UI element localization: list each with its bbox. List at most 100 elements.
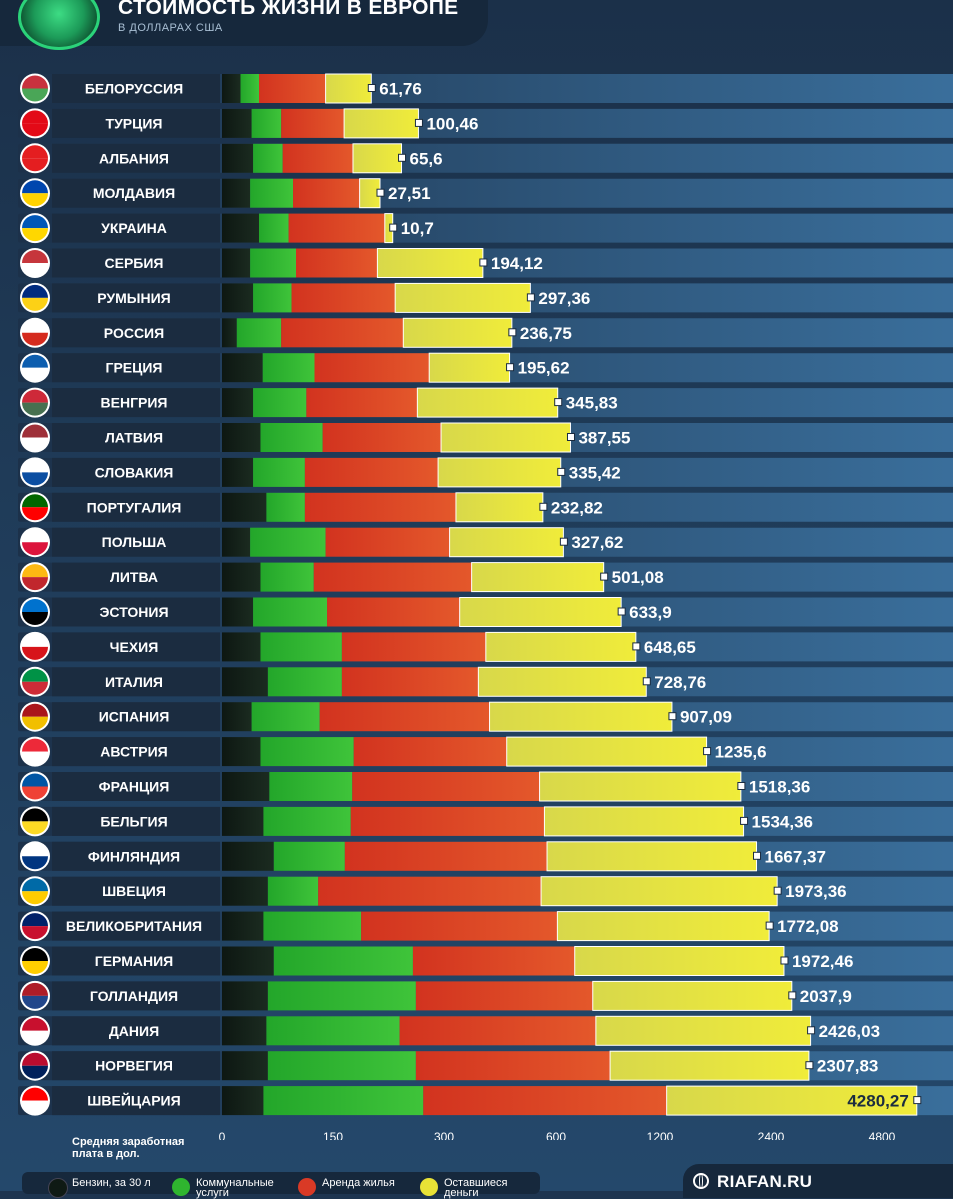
bar-segment-utilities — [266, 492, 305, 522]
bar-segment-fuel — [222, 1086, 264, 1116]
country-label-panel — [52, 318, 220, 348]
switzerland-flag-icon-top — [22, 1087, 48, 1101]
bar-segment-utilities — [260, 562, 314, 592]
czechia-flag-icon-top — [22, 633, 48, 647]
bar-segment-utilities — [253, 388, 307, 418]
russia-flag-icon-bottom — [22, 332, 48, 346]
bar-segment-utilities — [236, 318, 282, 348]
country-label: ГЕРМАНИЯ — [95, 953, 173, 969]
bar-segment-remaining — [376, 248, 484, 278]
bar-end-marker — [376, 188, 385, 197]
bar-segment-fuel — [222, 457, 254, 487]
x-tick-label: 150 — [323, 1130, 343, 1140]
serbia-flag-icon-top — [22, 250, 48, 263]
bar-end-marker — [740, 816, 749, 825]
bar-end-marker — [479, 258, 488, 267]
spain-flag-icon-bottom — [22, 716, 48, 730]
bar-segment-remaining — [471, 562, 605, 593]
bar-segment-rent — [412, 946, 575, 976]
country-label: НОРВЕГИЯ — [95, 1058, 173, 1074]
bar-segment-fuel — [222, 213, 259, 243]
bar-end-marker — [367, 84, 376, 92]
bar-segment-remaining — [540, 876, 778, 907]
remaining-value-label: 387,55 — [578, 429, 630, 448]
remaining-value-label: 10,7 — [401, 219, 434, 238]
bar-segment-rent — [296, 248, 378, 278]
x-tick-label: 600 — [546, 1130, 566, 1140]
bar-segment-utilities — [250, 527, 326, 557]
bar-segment-rent — [288, 213, 385, 243]
country-label-panel — [52, 143, 220, 173]
bar-segment-rent — [361, 911, 558, 941]
remaining-value-label: 2307,83 — [817, 1057, 878, 1076]
turkey-flag-icon-top — [22, 110, 48, 124]
bar-segment-rent — [281, 108, 345, 138]
country-label: ГОЛЛАНДИЯ — [90, 988, 178, 1004]
bar-end-marker — [807, 1026, 816, 1035]
country-label-panel — [52, 702, 220, 732]
x-tick-label: 0 — [219, 1130, 226, 1140]
legend-swatch-fuel — [48, 1178, 68, 1198]
remaining-value-label: 1667,37 — [765, 847, 826, 866]
austria-flag-icon-bottom — [22, 751, 48, 765]
bar-segment-fuel — [222, 318, 237, 348]
country-label: СЛОВАКИЯ — [95, 464, 174, 480]
country-label: ЧЕХИЯ — [110, 639, 159, 655]
germany-flag-icon-top — [22, 948, 48, 961]
country-label: СЕРБИЯ — [105, 255, 164, 271]
bar-end-marker — [642, 677, 651, 686]
hungary-flag-icon-top — [22, 389, 48, 403]
country-label: ИТАЛИЯ — [105, 674, 163, 690]
country-label-panel — [52, 841, 220, 871]
country-label-panel — [52, 737, 220, 767]
bar-segment-rent — [327, 597, 460, 627]
bar-segment-fuel — [222, 911, 264, 941]
bar-segment-remaining — [437, 457, 562, 488]
bar-segment-rent — [423, 1086, 667, 1116]
albania-flag-icon-top — [22, 145, 48, 159]
country-label-panel — [52, 283, 220, 313]
bar-end-marker — [414, 118, 423, 127]
site-link[interactable]: RIAFAN.RU — [717, 1172, 813, 1191]
bar-segment-utilities — [260, 632, 342, 662]
bar-segment-remaining — [666, 1085, 918, 1116]
uk-flag-icon-top — [22, 913, 48, 927]
legend-label-utilities: Коммунальные услуги — [196, 1177, 274, 1199]
bar-end-marker — [805, 1061, 814, 1070]
bar-segment-utilities — [259, 213, 289, 243]
greece-flag-icon-bottom — [22, 367, 48, 381]
country-label-panel — [52, 492, 220, 522]
bar-segment-rent — [318, 876, 542, 906]
bar-segment-rent — [313, 562, 472, 592]
bar-end-marker — [737, 782, 746, 790]
bar-end-marker — [557, 467, 566, 476]
bar-segment-utilities — [251, 702, 320, 732]
bar-segment-remaining — [595, 1015, 812, 1046]
bar-segment-fuel — [222, 1016, 267, 1046]
country-label: ПОРТУГАЛИЯ — [87, 499, 182, 515]
bar-segment-fuel — [222, 737, 261, 767]
greece-flag-icon-top — [22, 354, 48, 368]
bar-segment-fuel — [222, 597, 254, 627]
bar-segment-fuel — [222, 772, 270, 801]
country-label: ДАНИЯ — [109, 1023, 159, 1039]
country-label: АВСТРИЯ — [100, 744, 167, 760]
country-label-panel — [52, 527, 220, 557]
bar-segment-fuel — [222, 527, 251, 557]
bar-segment-fuel — [222, 423, 261, 452]
bar-segment-remaining — [440, 422, 571, 453]
bar-segment-utilities — [253, 597, 328, 627]
country-label: БЕЛЬГИЯ — [100, 813, 167, 829]
country-label: ГРЕЦИЯ — [106, 360, 163, 376]
bar-end-marker — [554, 398, 563, 407]
bar-segment-rent — [282, 143, 353, 173]
bar-segment-fuel — [222, 388, 254, 418]
moldova-flag-icon-top — [22, 180, 48, 194]
ukraine-flag-icon-bottom — [22, 228, 48, 242]
chart-subtitle: В ДОЛЛАРАХ США — [118, 22, 223, 34]
site-badge[interactable]: RIAFAN.RU — [683, 1164, 953, 1198]
bar-segment-remaining — [506, 736, 708, 767]
country-label: ПОЛЬША — [102, 534, 167, 550]
bar-segment-remaining — [546, 841, 758, 872]
bar-end-marker — [566, 433, 575, 441]
